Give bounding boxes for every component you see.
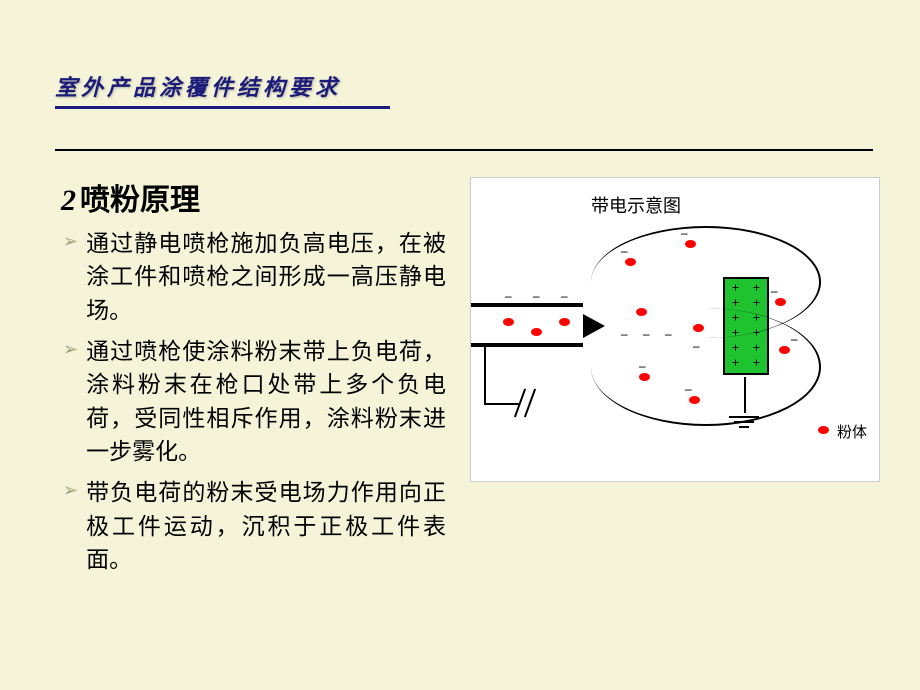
diagram-column: 带电示意图 ++ ++ ++ ++ ++ ++ xyxy=(470,177,880,582)
powder-particle xyxy=(639,373,650,381)
powder-particle xyxy=(503,318,514,326)
minus-charge: – xyxy=(685,381,692,397)
slide: 室外产品涂覆件结构要求 2喷粉原理 ➢ 通过静电喷枪施加负高电压，在被涂工件和喷… xyxy=(0,0,920,690)
list-item: ➢ 带负电荷的粉末受电场力作用向正极工件运动，沉积于正极工件表面。 xyxy=(63,476,446,576)
minus-charge: – xyxy=(693,338,700,354)
bullet-text: 通过静电喷枪施加负高电压，在被涂工件和喷枪之间形成一高压静电场。 xyxy=(86,227,446,327)
minus-charge: – xyxy=(791,331,798,347)
minus-charge: – xyxy=(643,326,650,342)
powder-particle xyxy=(559,318,570,326)
powder-particle xyxy=(625,258,636,266)
text-column: 2喷粉原理 ➢ 通过静电喷枪施加负高电压，在被涂工件和喷枪之间形成一高压静电场。… xyxy=(55,169,446,582)
powder-particle xyxy=(775,298,786,306)
section-number: 2 xyxy=(61,184,76,217)
powder-particle xyxy=(689,396,700,404)
legend-label: 粉体 xyxy=(837,421,867,442)
powder-particle xyxy=(693,324,704,332)
list-item: ➢ 通过静电喷枪施加负高电压，在被涂工件和喷枪之间形成一高压静电场。 xyxy=(63,227,446,327)
hv-lead-vertical xyxy=(484,347,486,405)
minus-charge: – xyxy=(533,288,540,304)
minus-charge: – xyxy=(681,225,688,241)
bullet-text: 带负电荷的粉末受电场力作用向正极工件运动，沉积于正极工件表面。 xyxy=(86,476,446,576)
chevron-right-icon: ➢ xyxy=(63,480,78,501)
hv-lead-horizontal xyxy=(484,403,520,405)
minus-charge: – xyxy=(639,358,646,374)
header-underline xyxy=(55,106,390,109)
legend-swatch xyxy=(818,426,829,434)
section-title: 2喷粉原理 xyxy=(61,175,446,219)
bullet-list: ➢ 通过静电喷枪施加负高电压，在被涂工件和喷枪之间形成一高压静电场。 ➢ 通过喷… xyxy=(55,227,446,576)
minus-charge: – xyxy=(621,326,628,342)
list-item: ➢ 通过喷枪使涂料粉末带上负电荷，涂料粉末在枪口处带上多个负电荷，受同性相斥作用… xyxy=(63,335,446,468)
powder-particle xyxy=(636,308,647,316)
slide-header: 室外产品涂覆件结构要求 xyxy=(55,70,880,102)
diagram-title: 带电示意图 xyxy=(591,192,681,218)
charging-diagram: 带电示意图 ++ ++ ++ ++ ++ ++ xyxy=(470,177,880,482)
minus-charge: – xyxy=(665,326,672,342)
minus-charge: – xyxy=(505,288,512,304)
minus-charge: – xyxy=(561,288,568,304)
hv-capacitor-plate xyxy=(524,389,536,418)
powder-particle xyxy=(779,346,790,354)
section-title-text: 喷粉原理 xyxy=(80,184,200,217)
powder-particle xyxy=(531,328,542,336)
gun-barrel-bottom xyxy=(471,343,583,347)
chevron-right-icon: ➢ xyxy=(63,339,78,360)
powder-particle xyxy=(685,240,696,248)
chevron-right-icon: ➢ xyxy=(63,231,78,252)
divider-line xyxy=(55,149,873,151)
minus-charge: – xyxy=(771,283,778,299)
minus-charge: – xyxy=(621,243,628,259)
gun-nozzle xyxy=(583,314,605,338)
content-area: 2喷粉原理 ➢ 通过静电喷枪施加负高电压，在被涂工件和喷枪之间形成一高压静电场。… xyxy=(55,169,880,582)
bullet-text: 通过喷枪使涂料粉末带上负电荷，涂料粉末在枪口处带上多个负电荷，受同性相斥作用，涂… xyxy=(86,335,446,468)
